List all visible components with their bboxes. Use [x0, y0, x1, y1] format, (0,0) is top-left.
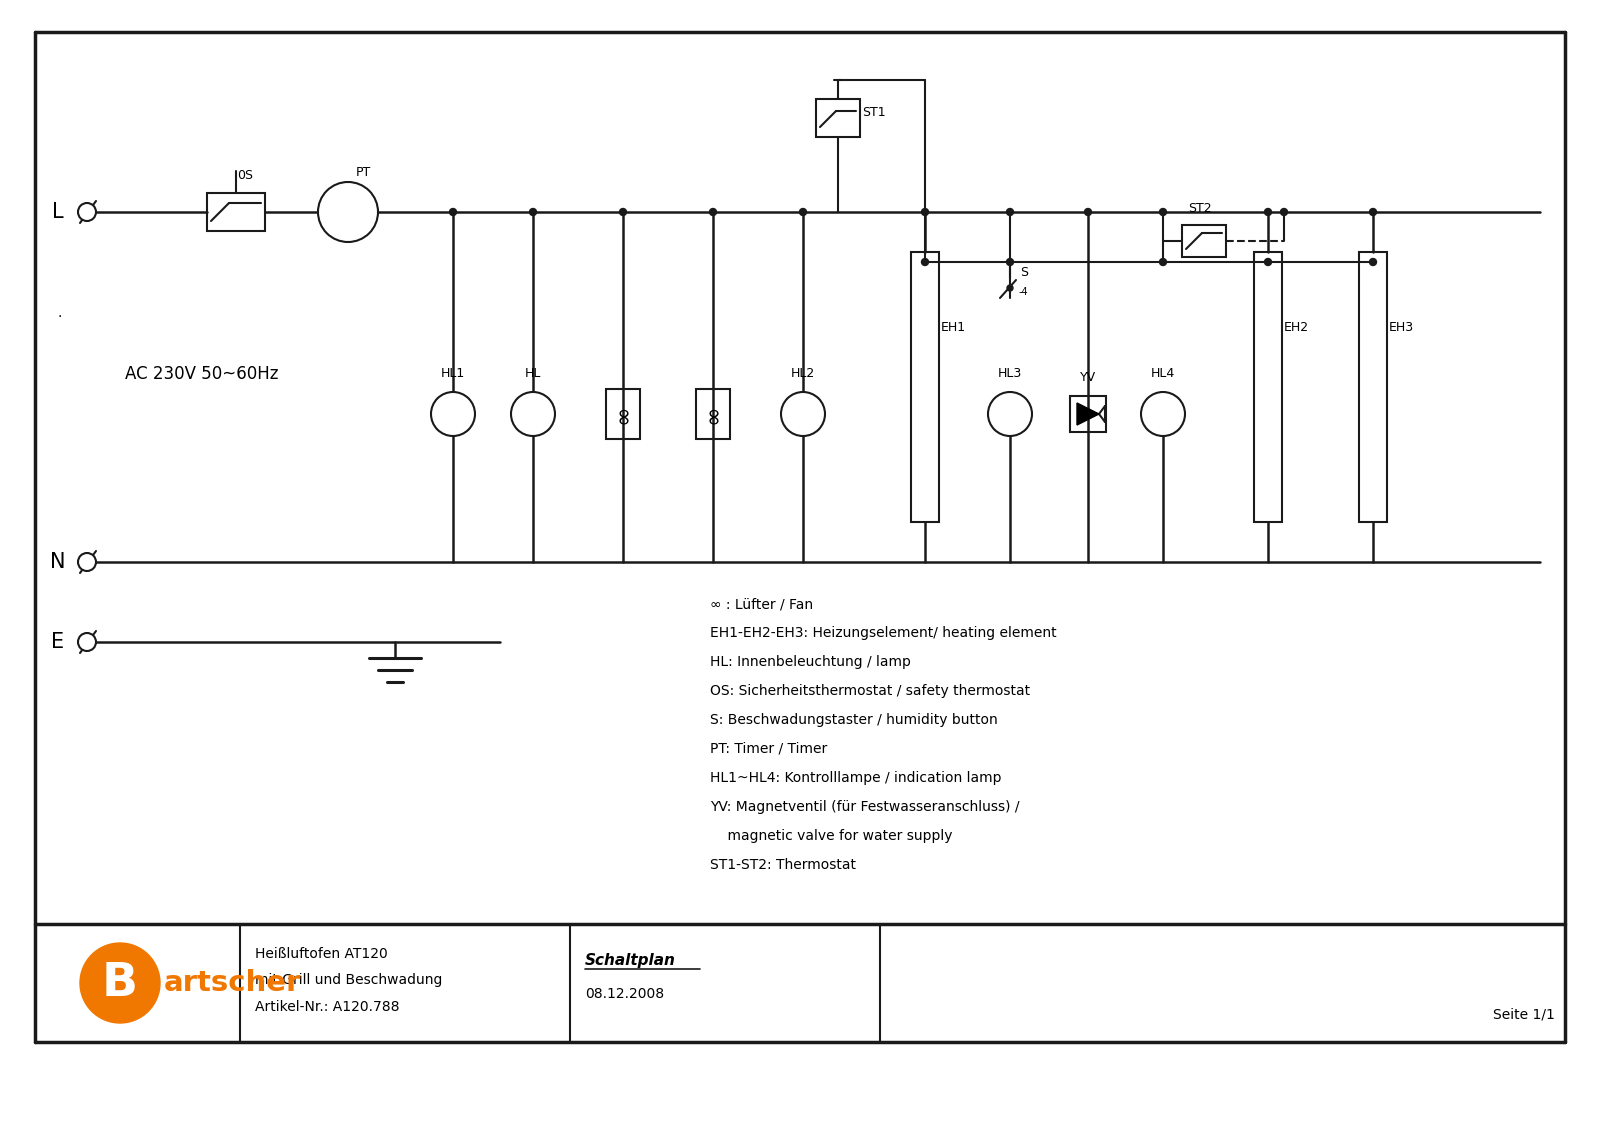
Circle shape — [530, 208, 536, 215]
Text: YV: YV — [1080, 371, 1096, 384]
Bar — [816, 98, 861, 137]
Bar — [1254, 252, 1282, 522]
Text: ·: · — [58, 310, 62, 324]
Text: EH3: EH3 — [1389, 321, 1414, 334]
Text: 0S: 0S — [237, 169, 253, 182]
Text: -4: -4 — [1019, 288, 1029, 297]
Text: HL1: HL1 — [442, 367, 466, 380]
Text: Artikel-Nr.: A120.788: Artikel-Nr.: A120.788 — [254, 1000, 400, 1014]
Bar — [606, 389, 640, 439]
Text: 08.12.2008: 08.12.2008 — [586, 987, 664, 1001]
Text: HL4: HL4 — [1150, 367, 1174, 380]
Text: OS: Sicherheitsthermostat / safety thermostat: OS: Sicherheitsthermostat / safety therm… — [710, 684, 1030, 698]
Bar — [1070, 396, 1106, 432]
Circle shape — [510, 392, 555, 436]
Text: AC 230V 50~60Hz: AC 230V 50~60Hz — [125, 365, 278, 383]
Text: magnetic valve for water supply: magnetic valve for water supply — [710, 829, 952, 843]
Circle shape — [1280, 208, 1288, 215]
Text: ST1: ST1 — [862, 106, 886, 120]
Circle shape — [1264, 208, 1272, 215]
Circle shape — [318, 182, 378, 242]
Circle shape — [619, 208, 627, 215]
Text: HL: HL — [525, 367, 541, 380]
Text: ST1-ST2: Thermostat: ST1-ST2: Thermostat — [710, 858, 856, 872]
Text: L: L — [53, 201, 64, 222]
Text: E: E — [51, 632, 64, 652]
Circle shape — [800, 208, 806, 215]
Circle shape — [430, 392, 475, 436]
Text: Schaltplan: Schaltplan — [586, 952, 675, 968]
Circle shape — [450, 208, 456, 215]
Circle shape — [1006, 208, 1013, 215]
Text: ∞: ∞ — [701, 404, 725, 423]
Bar — [910, 252, 939, 522]
Text: B: B — [102, 960, 138, 1005]
Circle shape — [80, 943, 160, 1023]
Text: YV: Magnetventil (für Festwasseranschluss) /: YV: Magnetventil (für Festwasseranschlus… — [710, 800, 1019, 814]
Text: ∞: ∞ — [611, 404, 635, 423]
Circle shape — [1160, 258, 1166, 266]
Text: ∞ : Lüfter / Fan: ∞ : Lüfter / Fan — [710, 597, 813, 611]
Circle shape — [709, 208, 717, 215]
Circle shape — [1141, 392, 1186, 436]
Text: HL2: HL2 — [790, 367, 814, 380]
Polygon shape — [1077, 403, 1099, 424]
Text: Seite 1/1: Seite 1/1 — [1493, 1007, 1555, 1021]
Circle shape — [989, 392, 1032, 436]
Text: PT: PT — [355, 166, 371, 179]
Text: artscher: artscher — [165, 969, 301, 997]
Bar — [1358, 252, 1387, 522]
Text: S: S — [1021, 266, 1027, 278]
Text: N: N — [50, 552, 66, 572]
Circle shape — [1370, 258, 1376, 266]
Bar — [1182, 225, 1226, 257]
Circle shape — [1160, 208, 1166, 215]
Circle shape — [78, 554, 96, 571]
Bar — [206, 192, 266, 231]
Circle shape — [1264, 258, 1272, 266]
Text: S: Beschwadungstaster / humidity button: S: Beschwadungstaster / humidity button — [710, 713, 998, 727]
Bar — [696, 389, 730, 439]
Circle shape — [1085, 208, 1091, 215]
Circle shape — [922, 208, 928, 215]
Text: HL3: HL3 — [998, 367, 1022, 380]
Circle shape — [78, 633, 96, 651]
Text: HL1~HL4: Kontrolllampe / indication lamp: HL1~HL4: Kontrolllampe / indication lamp — [710, 771, 1002, 784]
Circle shape — [1006, 258, 1013, 266]
Circle shape — [922, 258, 928, 266]
Text: EH2: EH2 — [1283, 321, 1309, 334]
Text: mit Grill und Beschwadung: mit Grill und Beschwadung — [254, 974, 442, 987]
Circle shape — [78, 203, 96, 221]
Text: PT: Timer / Timer: PT: Timer / Timer — [710, 741, 827, 756]
Text: EH1: EH1 — [941, 321, 966, 334]
Circle shape — [781, 392, 826, 436]
Text: EH1-EH2-EH3: Heizungselement/ heating element: EH1-EH2-EH3: Heizungselement/ heating el… — [710, 626, 1056, 640]
Text: Heißluftofen AT120: Heißluftofen AT120 — [254, 947, 387, 961]
Text: ST2: ST2 — [1187, 201, 1211, 215]
Text: HL: Innenbeleuchtung / lamp: HL: Innenbeleuchtung / lamp — [710, 655, 910, 669]
Circle shape — [1370, 208, 1376, 215]
Circle shape — [1006, 285, 1013, 291]
